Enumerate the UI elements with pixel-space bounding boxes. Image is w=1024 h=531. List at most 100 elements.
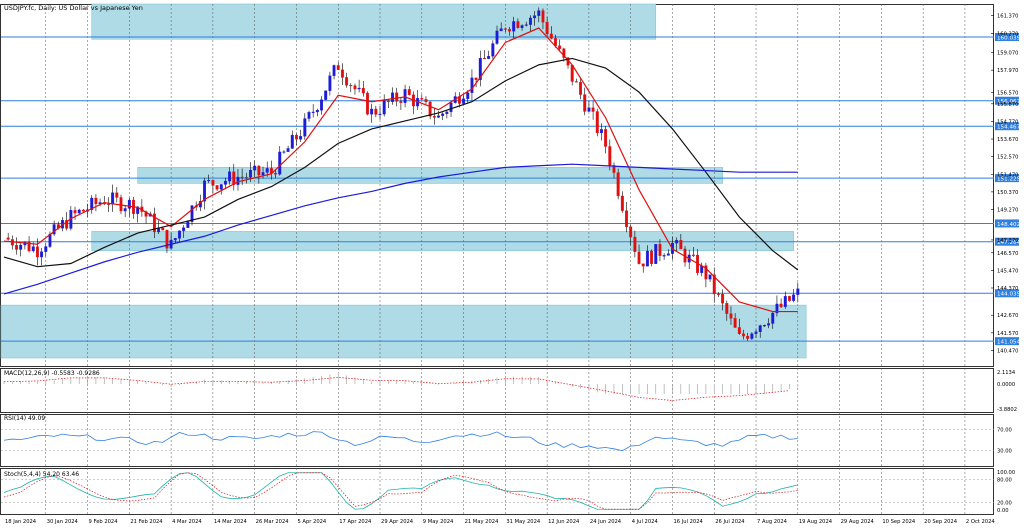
rsi-label: RSI(14) 49.09 — [4, 415, 45, 422]
candle — [123, 208, 127, 212]
candle — [533, 15, 537, 19]
candle — [716, 293, 720, 295]
price-tick-label: 141.570 — [997, 331, 1018, 337]
level-price-tag — [995, 237, 1019, 246]
candle — [645, 250, 649, 267]
rsi-panel — [0, 414, 994, 467]
candle — [19, 244, 23, 250]
price-tick-label: 153.670 — [997, 137, 1018, 143]
candle — [94, 197, 98, 205]
price-tick-label: 150.370 — [997, 190, 1018, 196]
candle — [462, 98, 466, 104]
candle — [190, 205, 194, 222]
candle — [537, 10, 541, 16]
candle — [599, 129, 603, 134]
candle — [583, 94, 587, 112]
candle — [629, 226, 633, 238]
macd-axis-label: -3.8802 — [997, 407, 1017, 413]
candle — [35, 246, 39, 258]
candle — [499, 28, 503, 32]
stoch-d-line — [3, 472, 798, 510]
level-price-tag — [995, 337, 1019, 346]
price-tick-label: 157.970 — [997, 68, 1018, 74]
candle — [106, 203, 110, 206]
candle — [223, 180, 227, 185]
candle — [236, 176, 240, 185]
candle — [374, 108, 378, 115]
candle — [299, 136, 303, 140]
candle — [278, 151, 282, 175]
candle — [40, 251, 44, 258]
candle — [424, 99, 428, 103]
moving-average-line — [3, 57, 799, 271]
rsi-axis-label: 70.00 — [997, 428, 1012, 434]
candle — [595, 111, 599, 134]
candle — [491, 43, 495, 57]
candle — [211, 180, 215, 186]
candle — [420, 98, 424, 100]
candle — [399, 101, 403, 103]
candle — [31, 246, 35, 252]
level-price-label: 160.039 — [997, 35, 1021, 41]
candle — [357, 87, 361, 90]
candle — [758, 325, 762, 332]
candle — [579, 81, 583, 95]
candle — [386, 100, 390, 102]
level-price-tag — [995, 122, 1019, 131]
price-tick-label: 144.370 — [997, 286, 1018, 292]
candle — [771, 312, 775, 324]
x-tick-label: 21 Feb 2024 — [130, 519, 163, 525]
candle — [516, 21, 520, 29]
candle — [391, 92, 395, 102]
moving-average-line — [3, 27, 798, 313]
candle — [219, 184, 223, 190]
candle — [445, 111, 449, 114]
level-price-tag — [995, 32, 1019, 41]
x-tick-label: 9 Feb 2024 — [89, 519, 119, 525]
candle — [708, 274, 712, 280]
price-tick-label: 140.470 — [997, 348, 1018, 354]
level-price-label: 144.035 — [997, 292, 1021, 298]
candle — [90, 197, 94, 210]
candle — [712, 274, 716, 295]
price-tick-label: 145.470 — [997, 268, 1018, 274]
x-tick-label: 10 Sep 2024 — [882, 519, 916, 525]
candle — [119, 197, 123, 212]
stoch-label: Stoch(5,4,4) 54.20 63.46 — [4, 471, 79, 478]
x-tick-label: 7 Aug 2024 — [757, 519, 788, 525]
candle — [361, 87, 365, 94]
candle — [207, 180, 211, 182]
level-price-tag — [995, 96, 1019, 105]
candle — [161, 227, 165, 231]
candle — [295, 134, 298, 140]
stoch-axis-label: 80.00 — [997, 478, 1012, 484]
candle — [612, 165, 616, 173]
candle — [111, 192, 115, 205]
candle — [449, 102, 453, 113]
chart-title: USDJPY.fc, Daily: US Dollar vs Japanese … — [4, 4, 143, 12]
candle — [203, 180, 206, 202]
price-tick-label: 156.570 — [997, 91, 1018, 97]
x-tick-label: 26 Mar 2024 — [256, 519, 290, 525]
x-tick-label: 19 Aug 2024 — [799, 519, 833, 525]
price-tick-label: 159.070 — [997, 51, 1018, 57]
candle — [470, 77, 474, 93]
price-tick-label: 142.670 — [997, 313, 1018, 319]
macd-axis-label: 2.1134 — [997, 370, 1016, 376]
price-tick-label: 160.270 — [997, 31, 1018, 37]
stoch-axis-label: 100.00 — [997, 470, 1015, 476]
candle — [658, 244, 662, 256]
rsi-axis-label: 30.00 — [997, 448, 1012, 454]
candle — [77, 209, 81, 214]
candle — [165, 229, 169, 249]
candle — [666, 253, 670, 256]
price-tick-label: 149.270 — [997, 208, 1018, 214]
candle — [742, 333, 745, 337]
x-tick-label: 20 Sep 2024 — [924, 519, 958, 525]
x-tick-label: 16 Jul 2024 — [673, 519, 703, 525]
candle — [232, 171, 236, 185]
rsi-line — [3, 431, 798, 452]
candle — [336, 65, 340, 70]
candle — [545, 22, 549, 35]
level-price-label: 156.062 — [997, 99, 1020, 105]
